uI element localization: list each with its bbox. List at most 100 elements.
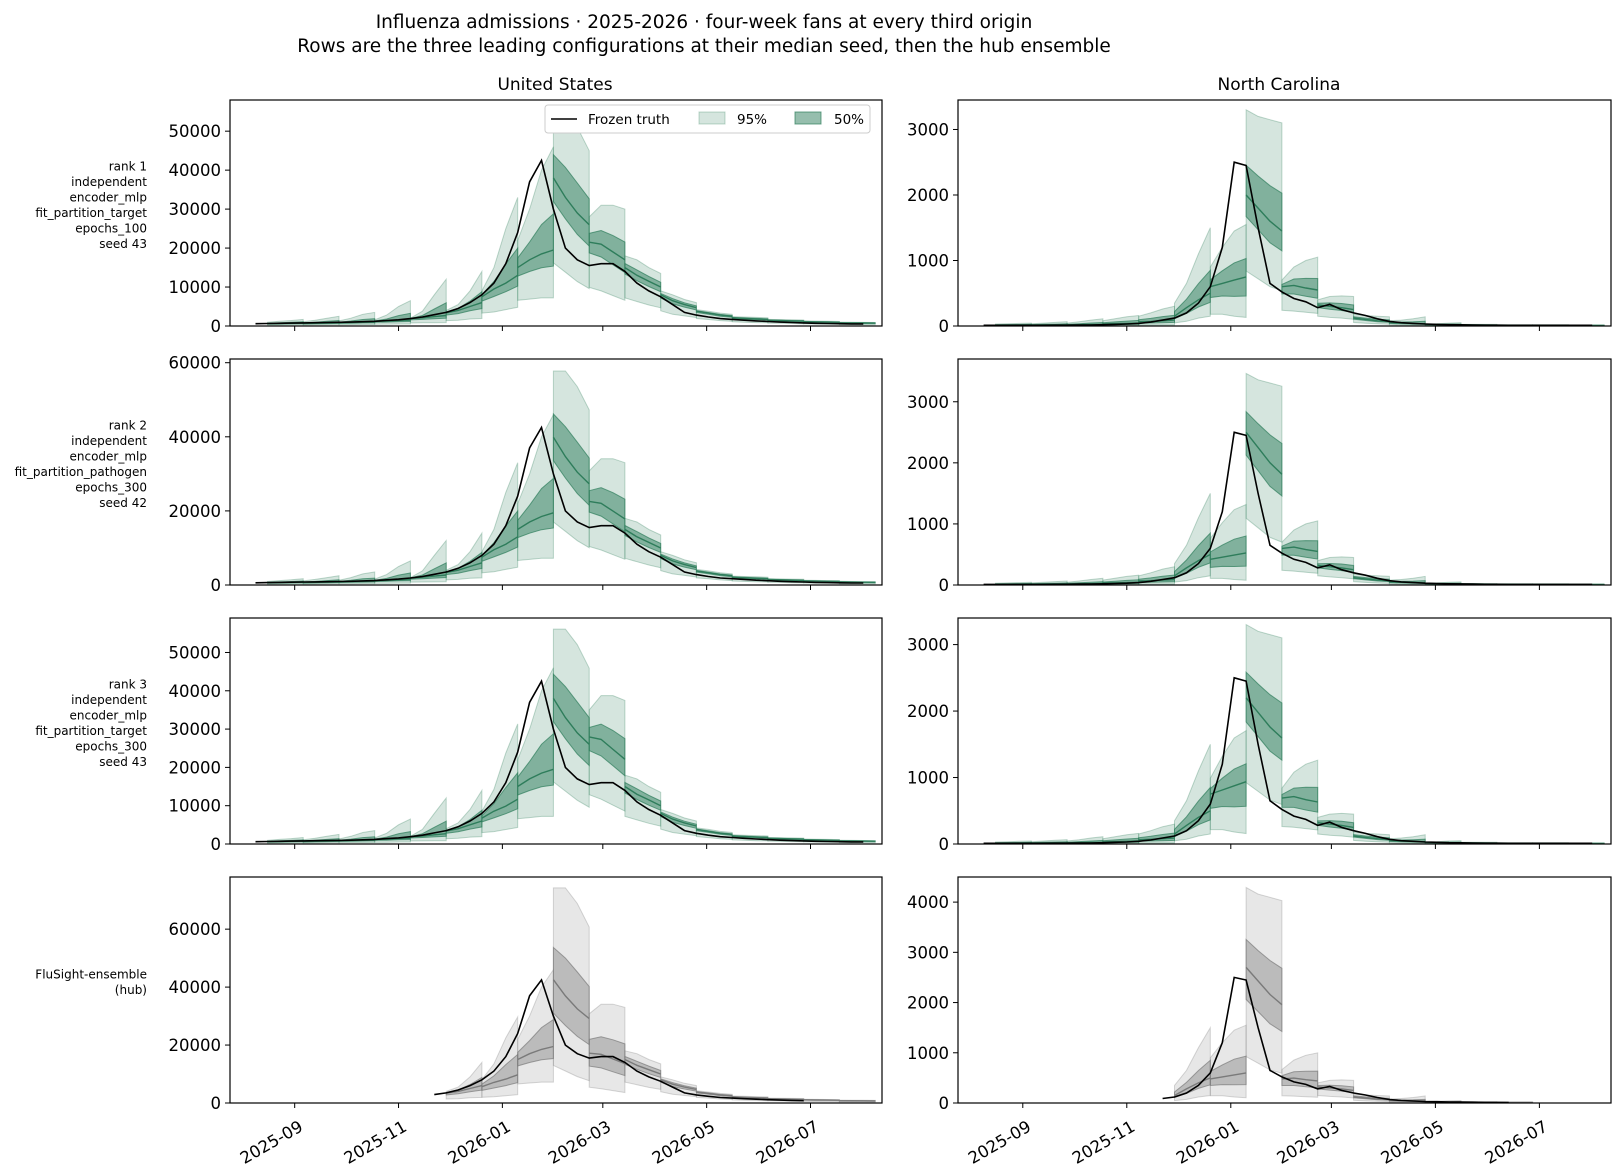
fan-median-line xyxy=(552,979,590,1020)
fan-median-line xyxy=(624,528,661,549)
fan-median-line xyxy=(1245,697,1283,739)
fan-median-line xyxy=(624,785,662,807)
x-tick-label: 2026-03 xyxy=(545,1117,614,1168)
y-tick-label: 1000 xyxy=(907,515,949,534)
y-tick-label: 50000 xyxy=(169,643,222,662)
fan-median-line xyxy=(624,1058,661,1075)
y-tick-label: 0 xyxy=(939,1094,950,1113)
y-tick-label: 40000 xyxy=(169,682,222,701)
legend-truth-label: Frozen truth xyxy=(588,112,670,128)
row-label-line: rank 3 xyxy=(109,677,147,691)
y-tick-label: 0 xyxy=(939,835,950,854)
panel-nc-row3: 0 1000 2000 3000 xyxy=(907,617,1612,854)
fan-median-line xyxy=(732,1096,768,1099)
fan-median-line xyxy=(732,835,768,839)
fan-50-band xyxy=(1209,763,1247,809)
fan-50-band xyxy=(1245,938,1283,1033)
y-tick-label: 0 xyxy=(211,317,222,336)
fan-median-line xyxy=(767,319,804,322)
y-tick-label: 0 xyxy=(211,576,222,595)
x-tick-label: 2026-05 xyxy=(649,1117,718,1168)
axes-frame xyxy=(229,358,883,586)
y-tick-label: 40000 xyxy=(169,428,222,447)
row-label-line: fit_partition_target xyxy=(35,724,147,738)
fan-median-line xyxy=(517,768,554,788)
y-tick-label: 1000 xyxy=(907,251,949,270)
axes-frame xyxy=(957,358,1612,586)
fan-50-band xyxy=(1245,164,1283,252)
fan-50-band xyxy=(552,672,590,767)
fan-median-line xyxy=(660,1079,697,1091)
row-label-line: fit_partition_pathogen xyxy=(15,465,147,479)
panel-us-row3: 0 10000 20000 30000 40000 50000 xyxy=(169,617,883,854)
figure-subtitle: Rows are the three leading configuration… xyxy=(297,36,1110,57)
fan-median-line xyxy=(803,580,840,583)
axes-frame xyxy=(957,99,1612,327)
y-tick-label: 50000 xyxy=(169,122,222,141)
x-tick-label: 2026-01 xyxy=(1173,1117,1242,1168)
row-label-line: epochs_100 xyxy=(75,221,147,235)
y-tick-label: 20000 xyxy=(169,502,222,521)
fan-median-line xyxy=(660,554,697,569)
y-tick-label: 1000 xyxy=(907,1044,949,1063)
row-label-line: seed 43 xyxy=(99,755,147,769)
truth-line xyxy=(255,158,864,325)
fan-median-line xyxy=(696,1091,733,1097)
y-tick-label: 30000 xyxy=(169,200,222,219)
fan-median-line xyxy=(696,570,733,577)
row-label-line: independent xyxy=(71,693,147,707)
fan-50-band xyxy=(1281,786,1319,813)
fan-median-line xyxy=(1281,546,1318,553)
fan-median-line xyxy=(1245,194,1283,232)
x-axis-ticks: 2025-09 2025-11 2026-01 2026-03 2026-05 2026-… xyxy=(237,1117,1551,1168)
row-label-line: independent xyxy=(71,175,147,189)
fan-median-line xyxy=(803,321,840,323)
fan-median-line xyxy=(1174,553,1211,577)
fan-50-band xyxy=(517,212,554,277)
legend-frame xyxy=(544,104,871,134)
truth-line xyxy=(1162,976,1509,1104)
fan-95-band xyxy=(552,887,590,1082)
fan-median-line xyxy=(552,436,590,485)
legend-50-label: 50% xyxy=(834,112,864,128)
fan-50-band xyxy=(517,477,554,539)
y-tick-label: 3000 xyxy=(907,943,949,962)
fan-median-line xyxy=(1174,292,1211,317)
panel-us-row1: 0 10000 20000 30000 40000 50000 xyxy=(169,99,883,336)
y-tick-label: 3000 xyxy=(907,393,949,412)
row-label-line: FluSight-ensemble xyxy=(35,967,147,981)
fan-median-line xyxy=(1210,552,1247,560)
row-label-line: independent xyxy=(71,434,147,448)
panels: 0100002000030000400005000001000200030000… xyxy=(169,99,1612,1113)
fan-median-line xyxy=(660,812,697,827)
fan-median-line xyxy=(732,317,768,321)
fan-median-line xyxy=(732,576,768,580)
fan-50-band xyxy=(517,1018,554,1067)
fan-median-line xyxy=(1245,966,1283,1006)
y-tick-label: 4000 xyxy=(907,893,949,912)
fan-50-band xyxy=(588,723,626,777)
fan-95-band xyxy=(445,1061,483,1100)
x-tick-label: 2025-11 xyxy=(1069,1117,1138,1168)
x-tick-label: 2026-01 xyxy=(445,1117,514,1168)
y-tick-label: 20000 xyxy=(169,239,222,258)
fan-50-band xyxy=(517,732,554,796)
fan-median-line xyxy=(767,578,804,582)
y-tick-label: 20000 xyxy=(169,1036,222,1055)
panel-nc-row1: 0 1000 2000 3000 xyxy=(907,99,1612,336)
x-tick-label: 2026-05 xyxy=(1378,1117,1447,1168)
y-tick-label: 2000 xyxy=(907,454,949,473)
fan-median-line xyxy=(1353,835,1390,840)
fan-50-band xyxy=(1245,410,1283,497)
row-label-line: epochs_300 xyxy=(75,739,147,753)
column-title-nc: North Carolina xyxy=(1218,75,1341,95)
fan-median-line xyxy=(1353,577,1390,582)
truth-line xyxy=(434,978,804,1102)
y-tick-label: 2000 xyxy=(907,702,949,721)
y-tick-label: 2000 xyxy=(907,994,949,1013)
fan-median-line xyxy=(1281,284,1318,291)
panel-us-row2: 0 20000 40000 60000 xyxy=(169,354,883,595)
y-tick-label: 3000 xyxy=(907,120,949,139)
row-label-line: seed 43 xyxy=(99,237,147,251)
